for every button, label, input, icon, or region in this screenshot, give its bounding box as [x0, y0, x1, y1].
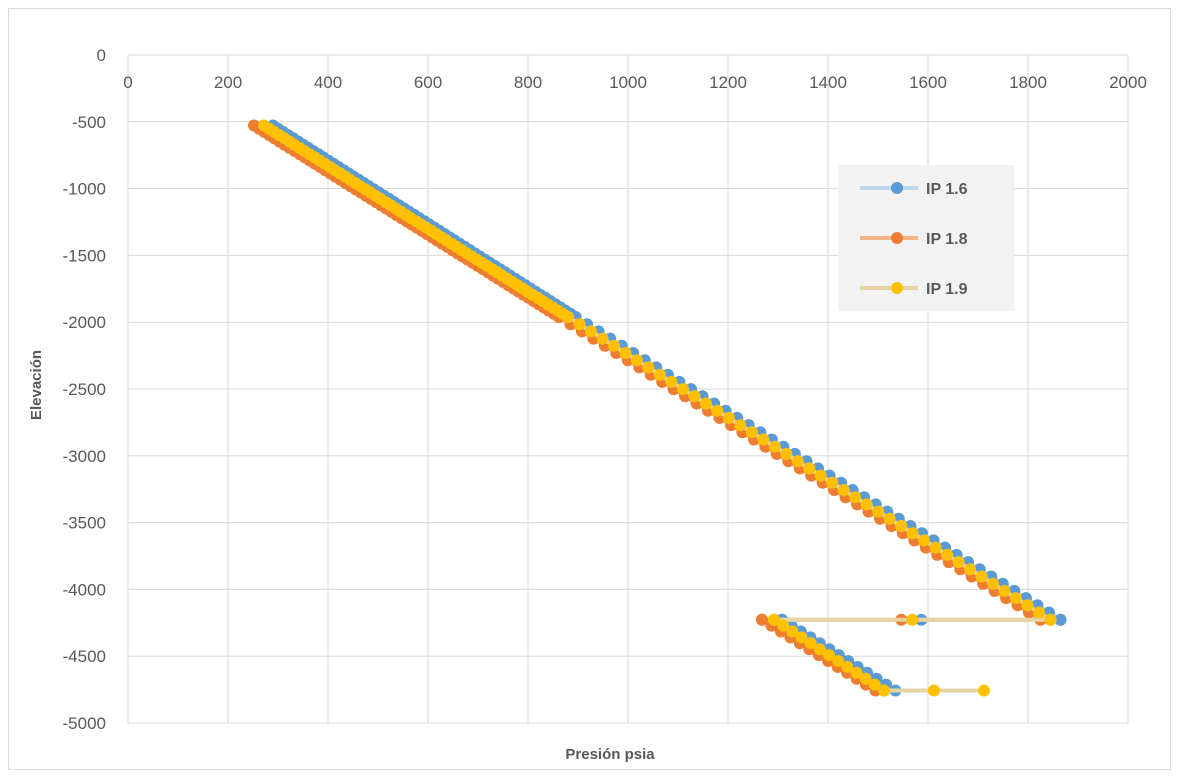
- data-point: [791, 455, 804, 468]
- data-point: [978, 684, 990, 697]
- legend: IP 1.6 IP 1.8 IP 1.9: [838, 165, 1014, 311]
- data-point: [596, 332, 609, 345]
- data-point: [688, 390, 701, 403]
- y-tick-label: 0: [97, 46, 106, 65]
- y-tick-labels: 0 -500 -1000 -1500 -2000 -2500 -3000 -3500 -4000…: [63, 46, 106, 733]
- data-point: [768, 613, 780, 626]
- data-point: [814, 469, 827, 482]
- data-point: [998, 584, 1011, 597]
- y-tick-label: -2500: [63, 380, 106, 399]
- data-point: [929, 541, 942, 554]
- x-tick-label: 1800: [1009, 73, 1047, 92]
- data-point: [804, 637, 817, 650]
- data-point: [1044, 613, 1057, 626]
- data-point: [768, 440, 781, 453]
- y-tick-label: -1000: [63, 180, 106, 199]
- data-point: [895, 520, 908, 532]
- data-point: [941, 548, 954, 561]
- y-tick-label: -2000: [63, 313, 106, 332]
- data-point: [795, 631, 808, 644]
- legend-label: IP 1.8: [926, 231, 968, 248]
- data-point: [849, 491, 862, 504]
- y-tick-label: -1500: [63, 246, 106, 265]
- x-tick-label: 600: [414, 73, 442, 92]
- y-tick-label: -4500: [63, 647, 106, 666]
- data-point: [883, 512, 896, 525]
- legend-label: IP 1.9: [926, 281, 968, 298]
- y-tick-label: -3500: [63, 514, 106, 533]
- data-point: [859, 672, 872, 685]
- series-layer: [248, 119, 1068, 697]
- data-point: [642, 361, 655, 374]
- data-point: [676, 383, 689, 396]
- data-point: [653, 368, 666, 381]
- data-point: [841, 660, 854, 673]
- x-tick-label: 1200: [709, 73, 747, 92]
- data-point: [734, 419, 747, 432]
- data-point: [952, 556, 965, 569]
- data-point: [608, 339, 620, 352]
- data-point: [630, 354, 643, 367]
- data-point: [823, 649, 835, 662]
- data-point: [868, 678, 881, 691]
- legend-marker: [891, 232, 903, 244]
- data-point: [906, 613, 919, 626]
- data-point: [619, 347, 632, 359]
- data-point: [832, 655, 845, 667]
- y-tick-label: -3000: [63, 447, 106, 466]
- data-point: [665, 375, 678, 388]
- data-point: [1033, 606, 1045, 619]
- data-point: [813, 643, 826, 656]
- y-tick-label: -5000: [63, 714, 106, 733]
- data-point: [964, 563, 977, 576]
- x-tick-label: 200: [214, 73, 242, 92]
- y-tick-label: -500: [72, 113, 106, 132]
- data-point: [928, 684, 940, 697]
- grid-lines: [127, 54, 1129, 724]
- data-point: [585, 325, 597, 338]
- series-ip-1-9: [258, 119, 1058, 697]
- data-point: [756, 613, 768, 626]
- data-point: [777, 619, 790, 632]
- data-point: [860, 498, 873, 511]
- data-point: [837, 484, 850, 496]
- data-point: [975, 570, 988, 583]
- data-point: [757, 433, 770, 446]
- data-point: [918, 534, 931, 547]
- legend-label: IP 1.6: [926, 181, 968, 198]
- data-point: [987, 577, 1000, 590]
- x-tick-label: 1600: [909, 73, 947, 92]
- data-point: [878, 684, 890, 697]
- x-tick-label: 2000: [1109, 73, 1147, 92]
- y-axis-title: Elevación: [28, 350, 45, 420]
- data-point: [1021, 599, 1034, 612]
- y-tick-label: -4000: [63, 580, 106, 599]
- data-point: [722, 411, 735, 424]
- data-point: [850, 666, 863, 679]
- legend-marker: [891, 282, 903, 294]
- data-point: [780, 447, 793, 460]
- data-point: [872, 505, 885, 518]
- x-tick-label: 800: [514, 73, 542, 92]
- data-point: [1054, 613, 1067, 626]
- data-point: [906, 527, 919, 540]
- data-point: [786, 625, 799, 638]
- x-tick-label: 1400: [809, 73, 847, 92]
- x-tick-labels: 0 200 400 600 800 1000 1200 1400 1600 1800 2000: [123, 73, 1147, 92]
- x-tick-label: 1000: [609, 73, 647, 92]
- data-point: [1010, 592, 1022, 605]
- data-point: [826, 476, 839, 489]
- x-tick-label: 400: [314, 73, 342, 92]
- data-point: [573, 318, 586, 331]
- data-point: [711, 404, 724, 417]
- x-tick-label: 0: [123, 73, 132, 92]
- x-axis-title: Presión psia: [565, 746, 655, 763]
- data-point: [699, 397, 712, 410]
- data-point: [562, 311, 574, 323]
- legend-marker: [891, 182, 903, 194]
- data-point: [803, 462, 816, 475]
- data-point: [745, 426, 758, 439]
